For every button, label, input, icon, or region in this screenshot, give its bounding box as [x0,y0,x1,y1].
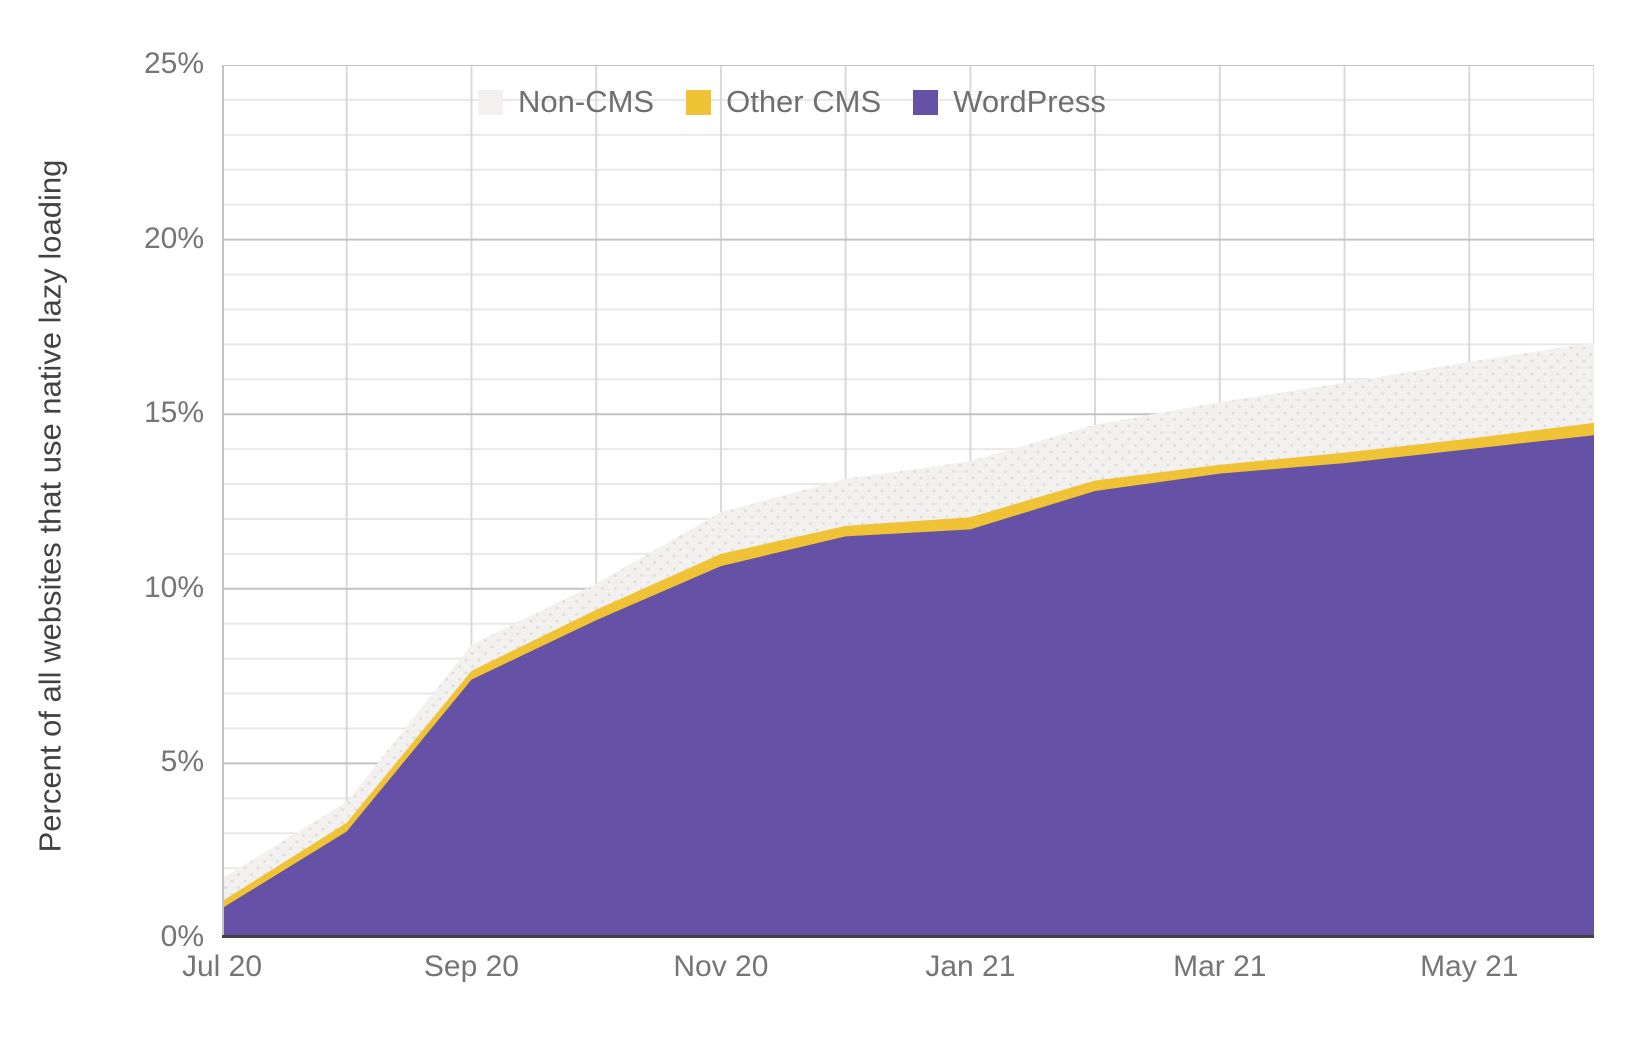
legend-label: Non-CMS [518,84,655,119]
other-cms-swatch-icon [686,89,712,115]
legend-item-non-cms: Non-CMS [478,84,654,120]
x-tick-label: Sep 20 [423,950,519,983]
legend-item-other-cms: Other CMS [686,84,881,120]
non-cms-swatch-icon [478,89,503,115]
y-axis-title: Percent of all websites that use native … [32,159,68,853]
area-wordpress [222,435,1594,938]
y-tick-label: 10% [143,570,204,604]
x-tick-label: Jan 21 [925,950,1016,983]
wordpress-swatch-icon [913,89,939,115]
x-tick-label: Mar 21 [1173,950,1267,983]
y-tick-label: 20% [143,221,204,255]
legend-label: Other CMS [726,84,882,119]
y-tick-label: 15% [143,396,204,430]
chart-legend: Non-CMS Other CMS WordPress [478,84,1106,120]
stacked-area-series [222,342,1594,938]
legend-label: WordPress [953,84,1106,119]
legend-item-wordpress: WordPress [913,84,1106,120]
y-tick-label: 25% [143,47,204,80]
x-tick-label: Nov 20 [673,950,769,983]
y-tick-label: 5% [160,745,204,779]
chart-plot-area [222,65,1594,938]
x-tick-label: Jul 20 [181,950,263,983]
x-tick-label: May 21 [1420,950,1519,983]
y-tick-label: 0% [160,920,204,953]
